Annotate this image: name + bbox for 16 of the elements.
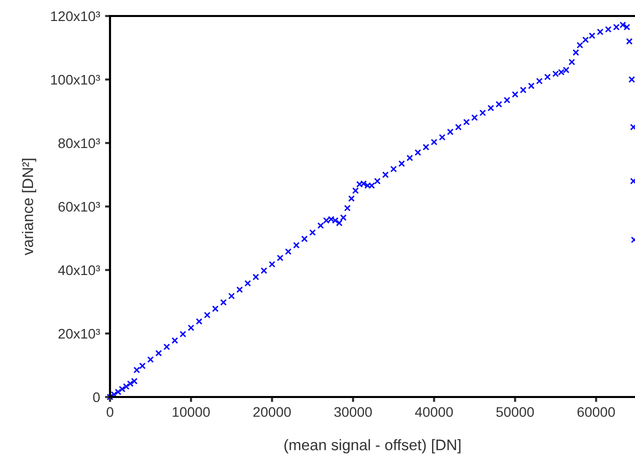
x-tick-label: 20000: [253, 407, 291, 417]
y-tick-label: 100x10³: [51, 74, 100, 85]
y-tick-label: 120x10³: [51, 11, 100, 22]
x-tick-label: 10000: [172, 407, 210, 417]
x-tick-label: 40000: [415, 407, 453, 417]
x-tick-label: 30000: [334, 407, 372, 417]
x-tick-label: 60000: [578, 407, 615, 417]
y-tick-label: 80x10³: [58, 138, 100, 148]
x-tick-label: 0: [106, 407, 114, 417]
y-tick-label: 60x10³: [58, 202, 100, 212]
y-tick-label: 40x10³: [58, 265, 100, 276]
y-axis-title: variance [DN²]: [22, 158, 36, 256]
x-tick-label: 50000: [496, 407, 534, 417]
y-tick-label: 0: [93, 392, 100, 402]
x-axis-title: (mean signal - offset) [DN]: [284, 439, 460, 454]
y-tick-label: 20x10³: [58, 328, 100, 339]
